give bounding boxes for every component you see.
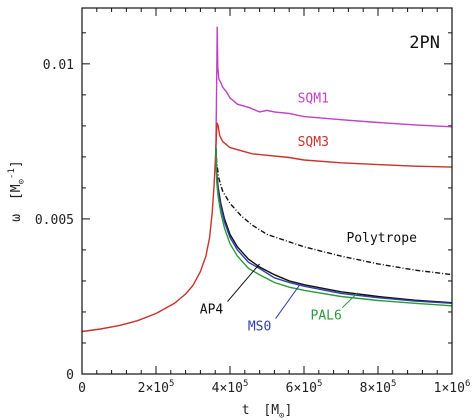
series-line-sqm1 [215, 26, 453, 148]
series-labels: SQM1 SQM3 Polytrope AP4 MS0 PAL6 [200, 92, 417, 335]
series-line-pal6 [215, 147, 453, 307]
series-label-pal6: PAL6 [311, 309, 342, 324]
y-tick-label: 0 [66, 368, 74, 383]
x-tick-label: 0 [78, 381, 86, 396]
series-line-polytrope [215, 147, 453, 276]
y-tick-label: 0.005 [35, 213, 74, 228]
y-axis-label: ω [M⊙-1] [7, 160, 27, 221]
series-label-sqm3: SQM3 [298, 135, 329, 150]
y-tick-label: 0.01 [43, 58, 74, 73]
x-axis-label-unit: M [271, 403, 279, 418]
series-line-sqm3 [215, 122, 453, 168]
series-label-ms0: MS0 [248, 320, 271, 335]
x-tick-label: 6×105 [286, 379, 323, 396]
label-pointer-ap4 [227, 263, 260, 302]
curves [81, 26, 453, 333]
plot-frame [81, 7, 453, 375]
x-tick-labels: 0 2×105 4×105 6×105 8×105 1×106 [78, 379, 470, 396]
label-pointer-pal6 [341, 292, 358, 309]
y-tick-labels: 0 0.005 0.01 [35, 58, 74, 383]
x-axis-label-unit-sub: ⊙ [279, 411, 284, 420]
inspiral-curve [81, 147, 217, 333]
y-axis-label-unit-sub: ⊙ [17, 179, 27, 184]
x-tick-label: 8×105 [360, 379, 397, 396]
series-line-ap4 [215, 147, 453, 304]
x-axis-label: t [M⊙] [242, 403, 293, 420]
series-line-ms0 [215, 147, 453, 304]
series-label-polytrope: Polytrope [346, 231, 417, 246]
x-axis-label-main: t [242, 403, 250, 418]
x-tick-label: 2×105 [138, 379, 175, 396]
x-tick-label: 1×106 [434, 379, 471, 396]
series-label-ap4: AP4 [200, 303, 224, 318]
annotation-2pn: 2PN [409, 33, 440, 53]
y-axis-label-main: ω [9, 214, 24, 222]
y-axis-label-unit-sup: -1 [7, 168, 17, 179]
y-axis-label-unit: M [9, 184, 24, 192]
series-label-sqm1: SQM1 [298, 92, 329, 107]
label-pointer-ms0 [275, 283, 301, 319]
x-tick-label: 4×105 [212, 379, 249, 396]
